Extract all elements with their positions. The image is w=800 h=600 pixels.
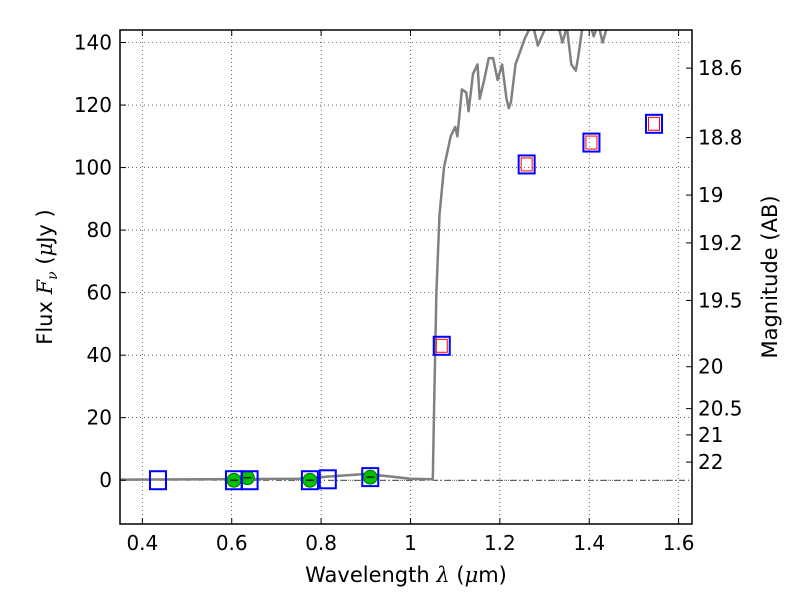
x-tick-label: 1.4 [573, 531, 605, 555]
ticks: 0.4 0.6 0.8 1 1.2 1.4 1.6 0 20 40 60 80 100 120 140 18.… [74, 30, 743, 555]
x-tick-label: 0.6 [216, 531, 248, 555]
model-photometry-point [318, 469, 337, 490]
plot-frame [119, 29, 693, 525]
observed-upper-point [648, 116, 661, 131]
mag-tick-label: 20 [698, 355, 723, 379]
y-tick-label: 20 [87, 406, 112, 430]
y-tick-label: 40 [87, 343, 112, 367]
x-tick-label: 1.6 [663, 531, 695, 555]
mag-tick-label: 19.2 [698, 231, 743, 255]
mag-tick-label: 18.8 [698, 126, 743, 150]
y-tick-label: 100 [74, 156, 112, 180]
mag-tick-label: 21 [698, 423, 723, 447]
model-photometry-point [645, 113, 664, 134]
x-tick-label: 1 [404, 531, 417, 555]
model-photometry-point [148, 470, 167, 491]
observed-upper-point [585, 135, 598, 150]
model-photometry-point [240, 470, 259, 491]
y-axis-label-text: Flux [33, 301, 57, 345]
mag-tick-label: 18.6 [698, 56, 743, 80]
y-tick-label: 60 [87, 281, 112, 305]
x-axis-label: Wavelength λ (μm) [305, 563, 507, 587]
model-photometry-point [361, 467, 380, 488]
mag-tick-label: 22 [698, 450, 723, 474]
y-tick-label: 140 [74, 31, 112, 55]
model-sed-line [120, 30, 608, 481]
model-photometry-point [582, 132, 601, 153]
model-photometry-point [517, 154, 536, 175]
y2-axis-label: Magnitude (AB) [758, 195, 782, 358]
mag-tick-label: 19.5 [698, 288, 743, 312]
x-tick-label: 1.2 [484, 531, 516, 555]
x-axis-label-symbol: λ [435, 563, 449, 587]
y-axis-label-symbol: F [33, 278, 57, 295]
grid [120, 30, 692, 524]
y-tick-label: 120 [74, 93, 112, 117]
mag-tick-label: 19 [698, 183, 723, 207]
x-tick-label: 0.4 [126, 531, 158, 555]
observed-upper-point [520, 157, 533, 172]
y-axis-label: Flux Fν (μJy ) [33, 209, 61, 344]
model-photometry-point [432, 335, 451, 356]
data-layer [120, 30, 692, 491]
y-tick-label: 0 [99, 468, 112, 492]
x-tick-label: 0.8 [305, 531, 337, 555]
model-photometry-point [300, 470, 319, 491]
observed-upper-point [435, 338, 448, 353]
x-axis-label-text: Wavelength [305, 563, 430, 587]
mag-tick-label: 20.5 [698, 397, 743, 421]
y-tick-label: 80 [87, 218, 112, 242]
